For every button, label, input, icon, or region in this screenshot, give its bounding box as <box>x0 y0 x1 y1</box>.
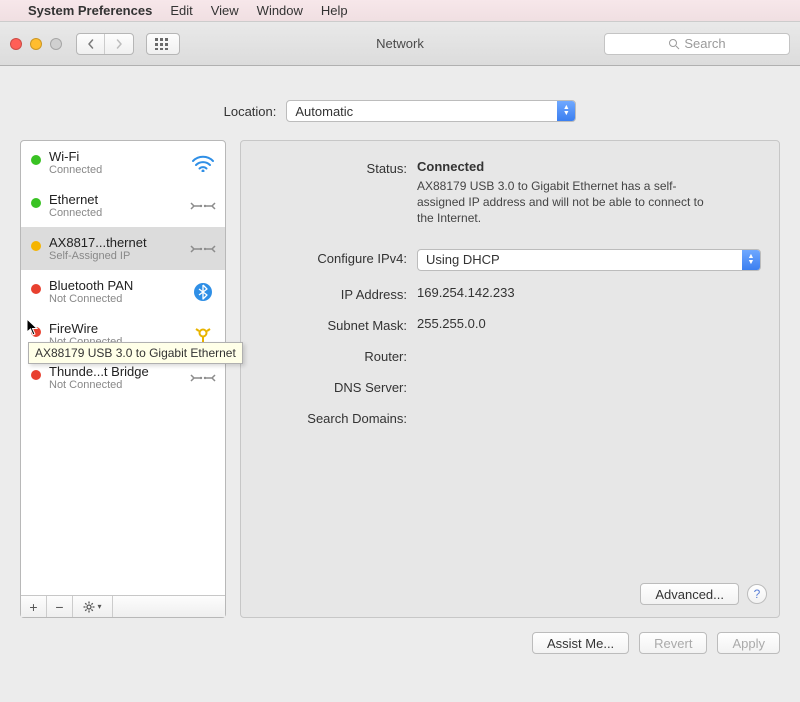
service-sidebar: Wi-Fi Connected Ethernet Connected <box>20 140 226 618</box>
chevron-left-icon <box>86 39 96 49</box>
status-description: AX88179 USB 3.0 to Gigabit Ethernet has … <box>417 178 707 227</box>
main-area: Wi-Fi Connected Ethernet Connected <box>20 140 780 618</box>
service-status: Connected <box>49 207 181 219</box>
service-list: Wi-Fi Connected Ethernet Connected <box>21 141 225 595</box>
location-value: Automatic <box>295 104 353 119</box>
menubar: System Preferences Edit View Window Help <box>0 0 800 22</box>
status-label: Status: <box>259 159 407 176</box>
nav-back-forward <box>76 33 134 55</box>
details-panel: Status: Connected AX88179 USB 3.0 to Gig… <box>240 140 780 618</box>
zoom-window-button <box>50 38 62 50</box>
service-status: Not Connected <box>49 293 181 305</box>
service-name: Bluetooth PAN <box>49 278 181 293</box>
chevron-right-icon <box>114 39 124 49</box>
show-all-button[interactable] <box>146 33 180 55</box>
select-arrows-icon: ▲▼ <box>557 101 575 121</box>
revert-button[interactable]: Revert <box>639 632 707 654</box>
service-actions-button[interactable]: ▾ <box>73 596 113 617</box>
preferences-window: Network Search Location: Automatic ▲▼ Wi… <box>0 22 800 702</box>
back-button[interactable] <box>77 34 105 54</box>
ip-address-label: IP Address: <box>259 285 407 302</box>
advanced-button[interactable]: Advanced... <box>640 583 739 605</box>
close-window-button[interactable] <box>10 38 22 50</box>
menu-view[interactable]: View <box>211 3 239 18</box>
location-label: Location: <box>224 104 277 119</box>
subnet-mask-label: Subnet Mask: <box>259 316 407 333</box>
dns-server-label: DNS Server: <box>259 378 407 395</box>
configure-ipv4-select[interactable]: Using DHCP ▲▼ <box>417 249 761 271</box>
configure-ipv4-label: Configure IPv4: <box>259 249 407 266</box>
service-ethernet[interactable]: Ethernet Connected <box>21 184 225 227</box>
ethernet-icon <box>189 367 217 389</box>
service-status: Self-Assigned IP <box>49 250 181 262</box>
configure-ipv4-value: Using DHCP <box>426 252 500 267</box>
add-service-button[interactable]: + <box>21 596 47 617</box>
menu-help[interactable]: Help <box>321 3 348 18</box>
assist-me-button[interactable]: Assist Me... <box>532 632 629 654</box>
traffic-lights <box>10 38 62 50</box>
service-name: Wi-Fi <box>49 149 181 164</box>
menu-window[interactable]: Window <box>257 3 303 18</box>
service-name: Ethernet <box>49 192 181 207</box>
search-field[interactable]: Search <box>604 33 790 55</box>
status-dot <box>31 198 41 208</box>
service-name: FireWire <box>49 321 181 336</box>
service-name: AX8817...thernet <box>49 235 181 250</box>
app-menu[interactable]: System Preferences <box>28 3 152 18</box>
help-button[interactable]: ? <box>747 584 767 604</box>
apply-button[interactable]: Apply <box>717 632 780 654</box>
status-dot <box>31 370 41 380</box>
search-domains-label: Search Domains: <box>259 409 407 426</box>
location-select[interactable]: Automatic ▲▼ <box>286 100 576 122</box>
select-arrows-icon: ▲▼ <box>742 250 760 270</box>
wifi-icon <box>189 152 217 174</box>
status-dot <box>31 241 41 251</box>
forward-button[interactable] <box>105 34 133 54</box>
status-value: Connected <box>417 159 761 174</box>
location-row: Location: Automatic ▲▼ <box>20 100 780 122</box>
status-dot <box>31 155 41 165</box>
ethernet-icon <box>189 195 217 217</box>
gear-icon <box>83 601 95 613</box>
service-name: Thunde...t Bridge <box>49 364 181 379</box>
router-label: Router: <box>259 347 407 364</box>
status-dot <box>31 284 41 294</box>
chevron-down-icon: ▾ <box>97 602 101 611</box>
menu-edit[interactable]: Edit <box>170 3 192 18</box>
sidebar-toolbar: + − ▾ <box>21 595 225 617</box>
ip-address-value: 169.254.142.233 <box>417 285 761 300</box>
service-status: Not Connected <box>49 379 181 391</box>
titlebar: Network Search <box>0 22 800 66</box>
tooltip: AX88179 USB 3.0 to Gigabit Ethernet <box>28 342 243 364</box>
ethernet-icon <box>189 238 217 260</box>
service-wifi[interactable]: Wi-Fi Connected <box>21 141 225 184</box>
search-placeholder: Search <box>684 36 725 51</box>
footer: Assist Me... Revert Apply <box>0 618 800 668</box>
grid-icon <box>155 38 171 50</box>
bluetooth-icon <box>189 281 217 303</box>
search-icon <box>668 38 680 50</box>
service-bluetooth-pan[interactable]: Bluetooth PAN Not Connected <box>21 270 225 313</box>
status-dot <box>31 327 41 337</box>
minimize-window-button[interactable] <box>30 38 42 50</box>
subnet-mask-value: 255.255.0.0 <box>417 316 761 331</box>
service-ax88179[interactable]: AX8817...thernet Self-Assigned IP <box>21 227 225 270</box>
service-status: Connected <box>49 164 181 176</box>
remove-service-button[interactable]: − <box>47 596 73 617</box>
